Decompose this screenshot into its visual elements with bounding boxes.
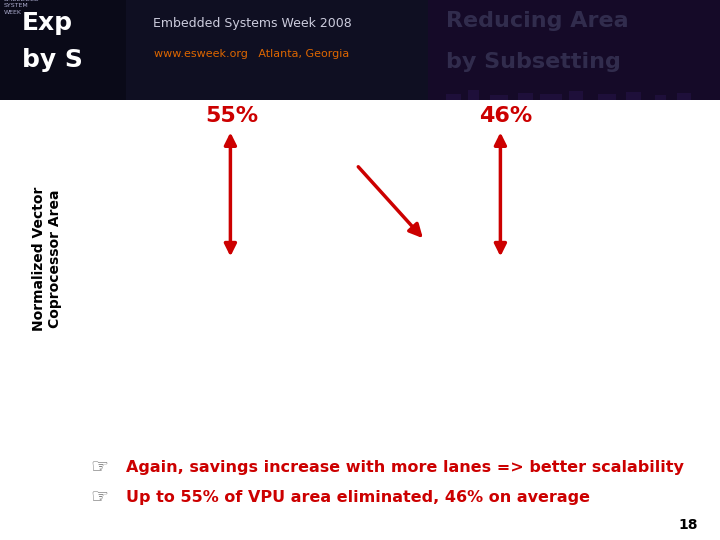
FancyBboxPatch shape <box>626 92 641 100</box>
Text: 18: 18 <box>679 518 698 532</box>
FancyBboxPatch shape <box>446 93 461 100</box>
Text: EMBEDDED
SYSTEM
WEEK: EMBEDDED SYSTEM WEEK <box>4 0 40 15</box>
Text: Embedded Systems Week 2008: Embedded Systems Week 2008 <box>153 17 351 30</box>
FancyBboxPatch shape <box>518 93 533 100</box>
Text: ☞: ☞ <box>90 457 108 477</box>
Text: Reducing Area: Reducing Area <box>446 11 629 31</box>
FancyBboxPatch shape <box>677 93 691 100</box>
FancyBboxPatch shape <box>0 0 126 100</box>
FancyBboxPatch shape <box>468 90 479 100</box>
FancyBboxPatch shape <box>490 95 508 100</box>
Text: by S: by S <box>22 49 83 72</box>
Text: Up to 55% of VPU area eliminated, 46% on average: Up to 55% of VPU area eliminated, 46% on… <box>126 490 590 505</box>
Text: Normalized Vector
Coprocessor Area: Normalized Vector Coprocessor Area <box>32 187 62 332</box>
Text: 46%: 46% <box>479 105 532 125</box>
FancyBboxPatch shape <box>540 94 562 100</box>
Text: 55%: 55% <box>205 105 258 125</box>
Text: Exp: Exp <box>22 11 73 35</box>
FancyBboxPatch shape <box>598 93 616 100</box>
FancyBboxPatch shape <box>428 0 720 100</box>
FancyBboxPatch shape <box>569 91 583 100</box>
Text: Again, savings increase with more lanes => better scalability: Again, savings increase with more lanes … <box>126 460 684 475</box>
Text: by Subsetting: by Subsetting <box>446 51 621 71</box>
FancyBboxPatch shape <box>655 95 666 100</box>
FancyBboxPatch shape <box>0 0 720 100</box>
Text: ☞: ☞ <box>90 488 108 508</box>
Text: www.esweek.org   Atlanta, Georgia: www.esweek.org Atlanta, Georgia <box>154 49 350 59</box>
